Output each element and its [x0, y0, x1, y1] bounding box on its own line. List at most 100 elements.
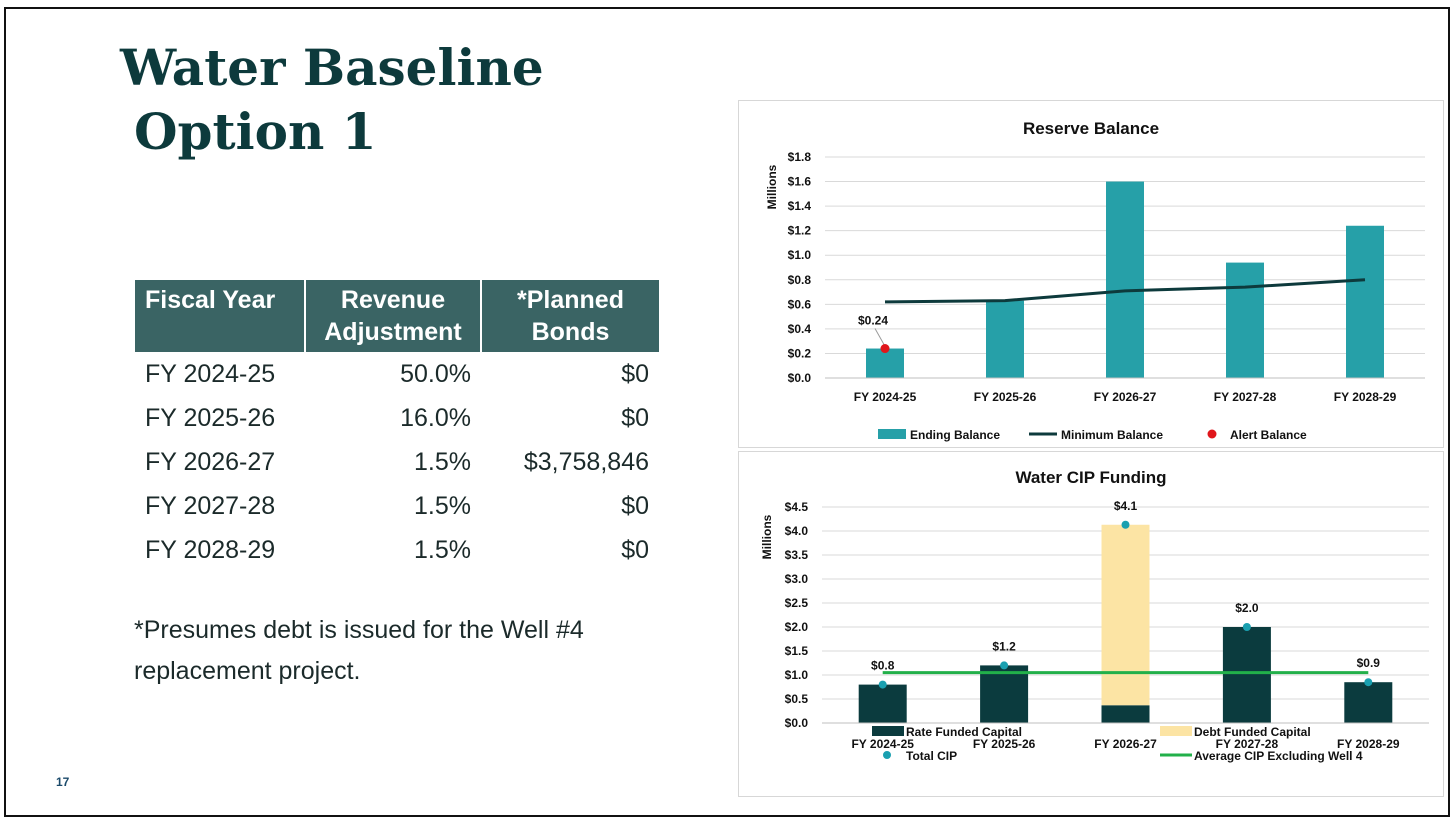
y-axis-label: Millions — [760, 514, 774, 559]
cell-revenue-adjustment: 1.5% — [414, 491, 471, 520]
y-tick-label: $0.4 — [788, 322, 812, 336]
table-header-row: Fiscal Year Revenue Adjustment *Planned … — [135, 280, 659, 352]
chart-title: Reserve Balance — [1023, 119, 1159, 138]
y-tick-label: $1.5 — [785, 644, 809, 658]
total-cip-point — [1242, 623, 1251, 631]
reserve-balance-chart-svg: Reserve Balance Millions $0.0 $0.2 $0.4 $0.6 $… — [765, 119, 1425, 442]
y-tick-label: $0.2 — [788, 346, 812, 360]
x-tick-label: FY 2026-27 — [1094, 390, 1157, 404]
cell-fiscal-year: FY 2028-29 — [145, 535, 276, 564]
y-tick-label: $4.5 — [785, 500, 809, 514]
y-tick-label: $0.0 — [788, 371, 812, 385]
rate-funded-capital-bar — [980, 665, 1029, 723]
legend-label: Minimum Balance — [1061, 428, 1163, 442]
y-tick-label: $0.8 — [788, 273, 812, 287]
y-tick-label: $3.5 — [785, 548, 809, 562]
x-tick-label: FY 2026-27 — [1094, 737, 1157, 751]
x-tick-label: FY 2028-29 — [1334, 390, 1397, 404]
data-label: $1.2 — [992, 639, 1016, 653]
legend-swatch-debt-funded — [1160, 726, 1192, 736]
footnote: *Presumes debt is issued for the Well #4… — [134, 616, 584, 685]
legend-swatch-rate-funded — [872, 726, 904, 736]
legend-swatch-ending-balance — [878, 429, 906, 439]
table-row: FY 2026-27 1.5% $3,758,846 — [135, 440, 659, 484]
header-fiscal-year: Fiscal Year — [135, 280, 306, 352]
y-tick-label: $2.0 — [785, 620, 809, 634]
y-tick-label: $0.5 — [785, 692, 809, 706]
y-tick-label: $0.0 — [785, 716, 809, 730]
y-axis-label: Millions — [765, 164, 779, 209]
ending-balance-bar — [986, 300, 1024, 378]
y-tick-label: $1.8 — [788, 150, 812, 164]
data-label: $0.8 — [871, 659, 895, 673]
rate-funded-capital-bar — [858, 684, 907, 723]
cell-planned-bonds: $0 — [621, 359, 649, 388]
data-label: $4.1 — [1114, 499, 1138, 513]
x-tick-label: FY 2024-25 — [851, 737, 914, 751]
x-tick-label: FY 2027-28 — [1214, 390, 1277, 404]
y-tick-label: $3.0 — [785, 572, 809, 586]
ending-balance-bar — [1346, 225, 1384, 378]
legend-label: Average CIP Excluding Well 4 — [1194, 749, 1363, 763]
y-tick-label: $1.2 — [788, 224, 812, 238]
cell-planned-bonds: $0 — [621, 491, 649, 520]
y-tick-label: $1.4 — [788, 199, 812, 213]
header-planned-bonds: *Planned Bonds — [481, 280, 659, 352]
cell-planned-bonds: $0 — [621, 535, 649, 564]
legend-label: Rate Funded Capital — [906, 725, 1022, 739]
data-label-leader — [874, 328, 885, 345]
table-row: FY 2028-29 1.5% $0 — [135, 528, 659, 572]
cell-planned-bonds: $3,758,846 — [523, 447, 649, 476]
total-cip-point — [878, 680, 887, 689]
ending-balance-bar — [1106, 181, 1144, 378]
cell-revenue-adjustment: 16.0% — [400, 403, 471, 432]
y-tick-label: $1.0 — [788, 248, 812, 262]
slide-title-line1: Water Baseline — [120, 38, 544, 97]
rate-funded-capital-bar — [1101, 705, 1150, 723]
x-tick-label: FY 2028-29 — [1337, 737, 1400, 751]
table-row: FY 2024-25 50.0% $0 — [135, 352, 659, 396]
minimum-balance-line — [884, 278, 1366, 304]
page-number: 17 — [56, 775, 70, 789]
cell-revenue-adjustment: 50.0% — [400, 359, 471, 388]
x-tick-label: FY 2025-26 — [973, 737, 1036, 751]
legend-label: Total CIP — [906, 749, 957, 763]
cell-revenue-adjustment: 1.5% — [414, 447, 471, 476]
chart-title: Water CIP Funding — [1015, 468, 1166, 487]
legend-label: Debt Funded Capital — [1194, 725, 1311, 739]
legend-label: Alert Balance — [1230, 428, 1307, 442]
ending-balance-bar — [866, 348, 904, 378]
legend-swatch-alert-balance — [1207, 429, 1217, 439]
y-tick-label: $4.0 — [785, 524, 809, 538]
water-cip-funding-chart-svg: Water CIP Funding Millions $0.0 $0.5 $1.0 $1.… — [760, 468, 1429, 763]
table-row: FY 2027-28 1.5% $0 — [135, 484, 659, 528]
rate-funded-capital-bar — [1344, 682, 1393, 723]
legend-label: Ending Balance — [910, 428, 1000, 442]
water-cip-funding-chart: Water CIP Funding Millions $0.0 $0.5 $1.0 $1.… — [738, 451, 1444, 797]
total-cip-point — [1000, 661, 1009, 670]
data-label: $0.24 — [858, 314, 888, 328]
x-tick-label: FY 2024-25 — [854, 390, 917, 404]
ending-balance-bar — [1226, 262, 1264, 378]
cell-planned-bonds: $0 — [621, 403, 649, 432]
y-tick-label: $1.6 — [788, 175, 812, 189]
rate-funded-capital-bar — [1222, 627, 1271, 723]
total-cip-point — [1121, 520, 1130, 529]
y-tick-label: $1.0 — [785, 668, 809, 682]
cell-fiscal-year: FY 2027-28 — [145, 491, 276, 520]
legend-swatch-total-cip — [883, 751, 891, 759]
y-tick-label: $0.6 — [788, 297, 812, 311]
table-row: FY 2025-26 16.0% $0 — [135, 396, 659, 440]
fiscal-year-table: Fiscal Year Revenue Adjustment *Planned … — [135, 280, 659, 572]
data-label: $2.0 — [1235, 601, 1259, 615]
data-label: $0.9 — [1357, 656, 1381, 670]
alert-balance-point — [880, 344, 890, 354]
cell-fiscal-year: FY 2026-27 — [145, 447, 276, 476]
cell-revenue-adjustment: 1.5% — [414, 535, 471, 564]
reserve-balance-chart: Reserve Balance Millions $0.0 $0.2 $0.4 $0.6 $… — [738, 100, 1444, 448]
cell-fiscal-year: FY 2025-26 — [145, 403, 276, 432]
cell-fiscal-year: FY 2024-25 — [145, 359, 276, 388]
total-cip-point — [1364, 678, 1373, 687]
x-tick-label: FY 2025-26 — [974, 390, 1037, 404]
header-revenue-adjustment: Revenue Adjustment — [305, 280, 482, 352]
